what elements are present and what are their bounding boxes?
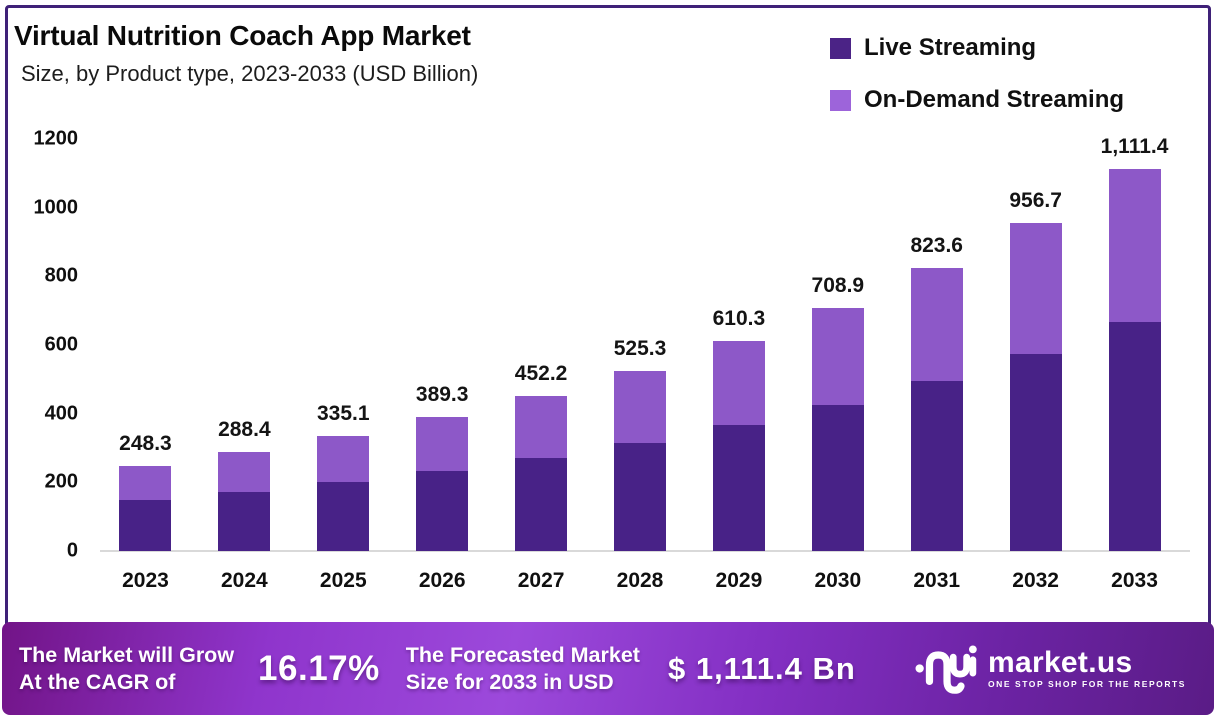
x-axis-label: 2032 [1012, 569, 1059, 592]
brand-tagline: ONE STOP SHOP FOR THE REPORTS [988, 679, 1186, 689]
brand-logo: market.us ONE STOP SHOP FOR THE REPORTS [915, 642, 1186, 696]
cagr-label-line2: At the CAGR of [19, 669, 176, 694]
legend-swatch-icon [830, 37, 851, 59]
bar-live-streaming-segment [1108, 322, 1161, 551]
bar-value-label: 610.3 [712, 307, 766, 331]
cagr-value: 16.17% [258, 648, 380, 688]
bar-live-streaming-segment [515, 457, 568, 551]
bar-value-label: 389.3 [415, 383, 469, 407]
legend-label: Live Streaming [864, 34, 1037, 61]
bar-on-demand-streaming-segment [317, 435, 370, 482]
bar-on-demand-streaming-segment [910, 268, 963, 382]
forecast-value: $ 1,111.4 Bn [667, 650, 856, 686]
bar-value-label: 288.4 [218, 417, 271, 441]
brand-text: market.us ONE STOP SHOP FOR THE REPORTS [988, 646, 1186, 690]
x-axis-line [100, 550, 1190, 552]
footer-banner: The Market will Grow At the CAGR of 16.1… [2, 622, 1214, 715]
x-axis-label: 2028 [616, 569, 664, 592]
bar-live-streaming-segment [1009, 353, 1062, 551]
bar-value-label: 1,111.4 [1100, 135, 1169, 159]
bar-on-demand-streaming-segment [712, 341, 765, 426]
bar-on-demand-streaming-segment [614, 370, 666, 443]
x-axis-label: 2026 [418, 569, 466, 592]
x-axis-label: 2023 [122, 569, 169, 592]
bar-live-streaming-segment [614, 442, 666, 551]
x-axis-label: 2025 [319, 569, 367, 592]
bar-live-streaming-segment [218, 491, 271, 551]
bar-value-label: 525.3 [613, 336, 667, 360]
legend-label: On-Demand Streaming [864, 86, 1125, 113]
page-subtitle: Size, by Product type, 2023-2033 (USD Bi… [21, 61, 479, 86]
bar-on-demand-streaming-segment [119, 465, 172, 500]
bar-value-label: 823.6 [910, 234, 963, 258]
bar-live-streaming-segment [416, 470, 469, 551]
bar-on-demand-streaming-segment [811, 307, 864, 405]
forecast-label-line2: Size for 2033 in USD [405, 669, 614, 694]
bar-on-demand-streaming-segment [1108, 169, 1161, 323]
legend-item: On-Demand Streaming [830, 86, 1124, 114]
legend-item: Live Streaming [830, 34, 1124, 62]
y-axis-label: 200 [44, 470, 78, 493]
bar-value-label: 956.7 [1009, 188, 1062, 212]
forecast-label-line1: The Forecasted Market [405, 642, 640, 667]
plot-area: 0 200 400 600 800 1000 1200 248.3 2023 288.4 2024 3… [34, 128, 1190, 592]
x-axis-label: 2033 [1111, 569, 1158, 592]
market-us-logo-icon [915, 644, 977, 694]
bar-live-streaming-segment [119, 499, 172, 551]
chart-legend: Live Streaming On-Demand Streaming [830, 34, 1124, 138]
bar-value-label: 335.1 [316, 401, 370, 425]
x-axis-label: 2029 [715, 569, 763, 592]
bar-on-demand-streaming-segment [218, 452, 271, 492]
bar-live-streaming-segment [811, 404, 864, 551]
y-axis-label: 1000 [33, 196, 79, 219]
x-axis-label: 2030 [814, 569, 862, 592]
page-title: Virtual Nutrition Coach App Market [14, 20, 471, 51]
bar-value-label: 248.3 [119, 431, 172, 455]
y-axis-label: 600 [44, 333, 78, 356]
bar-live-streaming-segment [317, 481, 370, 551]
y-axis-label: 1200 [33, 127, 79, 150]
brand-name: market.us [988, 646, 1133, 679]
bar-live-streaming-segment [712, 425, 765, 551]
forecast-label: The Forecasted Market Size for 2033 in U… [406, 642, 640, 696]
y-axis-label: 400 [44, 402, 78, 425]
y-axis-label: 0 [66, 539, 78, 562]
cagr-label: The Market will Grow At the CAGR of [19, 642, 234, 696]
x-axis-label: 2031 [913, 569, 961, 592]
legend-swatch-icon [830, 89, 851, 111]
bar-live-streaming-segment [910, 381, 963, 551]
x-axis-label: 2027 [517, 569, 565, 592]
y-axis-label: 800 [44, 264, 78, 287]
header: Virtual Nutrition Coach App Market Size,… [14, 20, 478, 87]
cagr-label-line1: The Market will Grow [19, 642, 235, 667]
bar-on-demand-streaming-segment [1009, 222, 1062, 354]
bar-value-label: 452.2 [514, 361, 568, 385]
bar-on-demand-streaming-segment [416, 417, 469, 471]
x-axis-label: 2024 [221, 569, 268, 592]
bar-value-label: 708.9 [811, 273, 865, 297]
bar-on-demand-streaming-segment [515, 395, 568, 458]
